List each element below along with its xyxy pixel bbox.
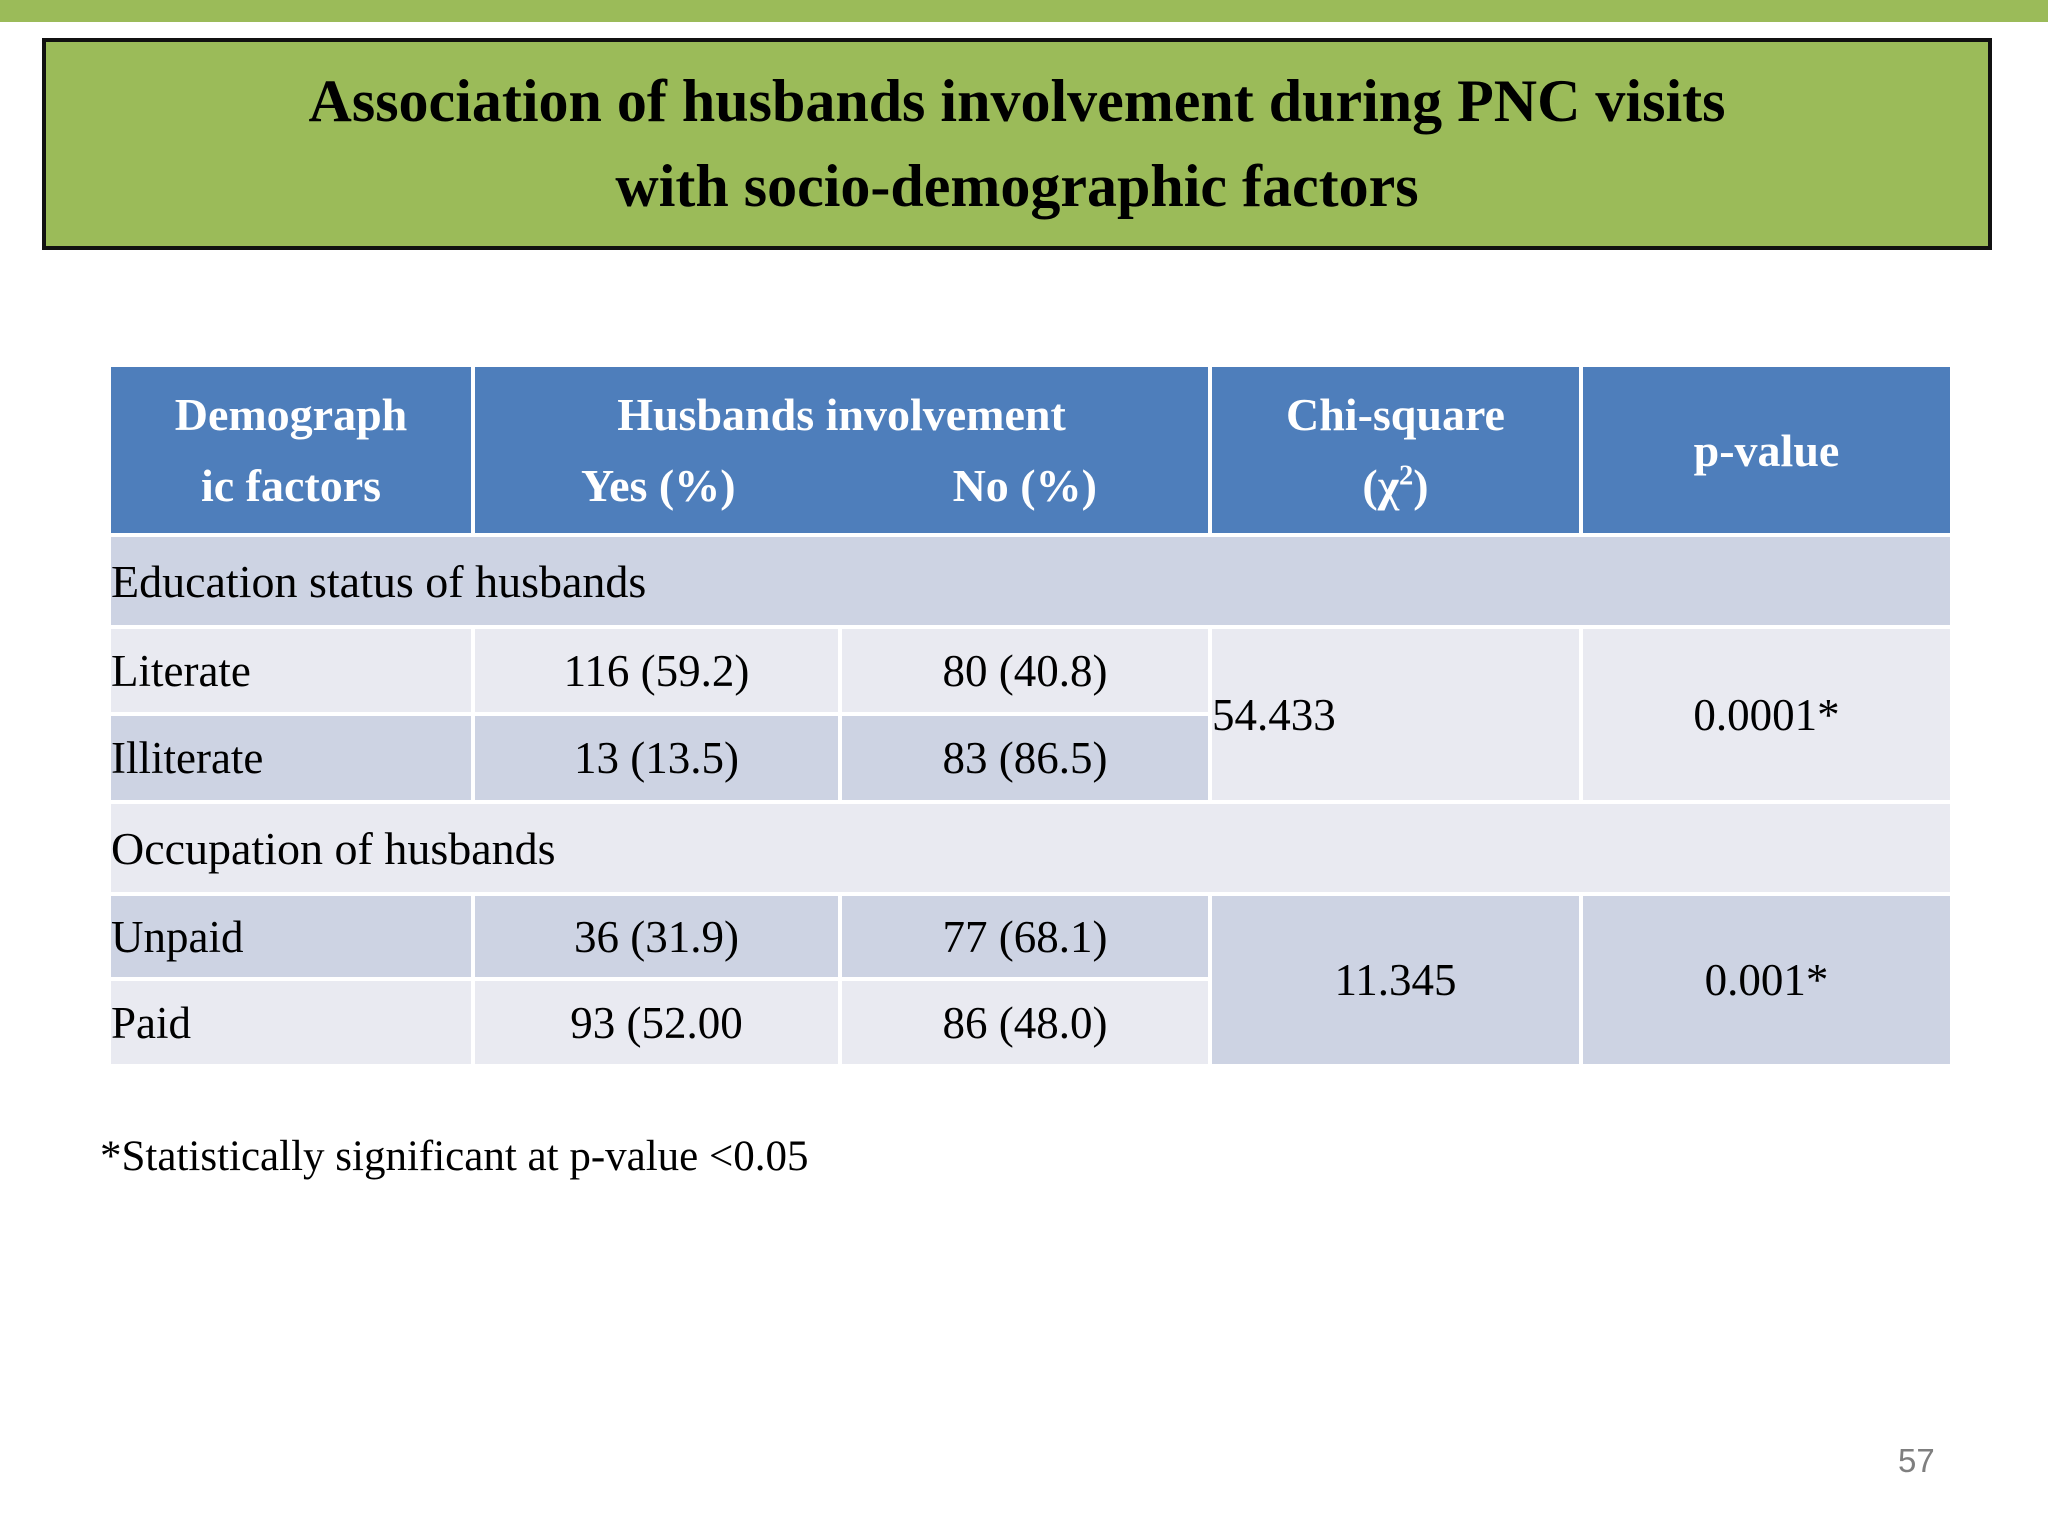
cell-factor-unpaid: Unpaid <box>107 892 475 981</box>
cell-paid-no: 86 (48.0) <box>838 977 1212 1068</box>
cell-literate-no: 80 (40.8) <box>838 625 1212 716</box>
section-row-education: Education status of husbands <box>107 533 1954 629</box>
title-line-2: with socio-demographic factors <box>615 153 1419 219</box>
table-header-row: Demograph ic factors Husbands involvemen… <box>107 363 1954 537</box>
chi-superscript: 2 <box>1398 460 1414 492</box>
top-accent-strip <box>0 0 2048 22</box>
title-line-1: Association of husbands involvement duri… <box>308 67 1726 134</box>
header-demographic-line2: ic factors <box>200 460 382 511</box>
header-husbands-involvement: Husbands involvement Yes (%) No (%) <box>471 363 1212 537</box>
significance-footnote: *Statistically significant at p-value <0… <box>100 1133 809 1180</box>
cell-education-chi-square: 54.433 <box>1208 625 1583 804</box>
cell-occupation-chi-square: 11.345 <box>1208 892 1583 1068</box>
header-yes-label: Yes (%) <box>580 460 736 511</box>
association-table: Demograph ic factors Husbands involvemen… <box>107 363 1954 1068</box>
table-row: Illiterate 13 (13.5) 83 (86.5) <box>107 712 1952 804</box>
header-demographic-factors: Demograph ic factors <box>107 363 475 537</box>
header-chi-square: Chi-square (χ2) <box>1208 363 1583 537</box>
cell-illiterate-yes: 13 (13.5) <box>471 712 842 804</box>
header-chi-line2: (χ2) <box>1362 460 1429 511</box>
section-label-education: Education status of husbands <box>107 533 1954 629</box>
cell-literate-yes: 116 (59.2) <box>471 625 842 716</box>
cell-factor-paid: Paid <box>107 977 475 1068</box>
table-row: Literate 116 (59.2) 80 (40.8) 54.433 0.0… <box>107 625 1954 804</box>
cell-education-p-value: 0.0001* <box>1579 625 1954 804</box>
header-p-value: p-value <box>1579 363 1954 537</box>
cell-factor-illiterate: Illiterate <box>107 712 475 804</box>
cell-illiterate-no: 83 (86.5) <box>838 712 1212 804</box>
cell-occupation-p-value: 0.001* <box>1579 892 1954 1068</box>
cell-factor-literate: Literate <box>107 625 475 716</box>
page-number: 57 <box>1898 1442 1935 1479</box>
header-involvement-label: Husbands involvement <box>617 389 1066 440</box>
title-banner: Association of husbands involvement duri… <box>42 38 1992 250</box>
cell-unpaid-no: 77 (68.1) <box>838 892 1212 981</box>
table-row: Unpaid 36 (31.9) 77 (68.1) 11.345 0.001* <box>107 892 1954 1068</box>
cell-paid-yes: 93 (52.00 <box>471 977 842 1068</box>
header-no-label: No (%) <box>952 460 1097 511</box>
section-row-occupation: Occupation of husbands <box>107 800 1954 896</box>
header-chi-line1: Chi-square <box>1286 389 1505 440</box>
header-demographic-line1: Demograph <box>174 389 408 440</box>
table-row: Paid 93 (52.00 86 (48.0) <box>107 977 1952 1068</box>
cell-unpaid-yes: 36 (31.9) <box>471 892 842 981</box>
section-label-occupation: Occupation of husbands <box>107 800 1954 896</box>
